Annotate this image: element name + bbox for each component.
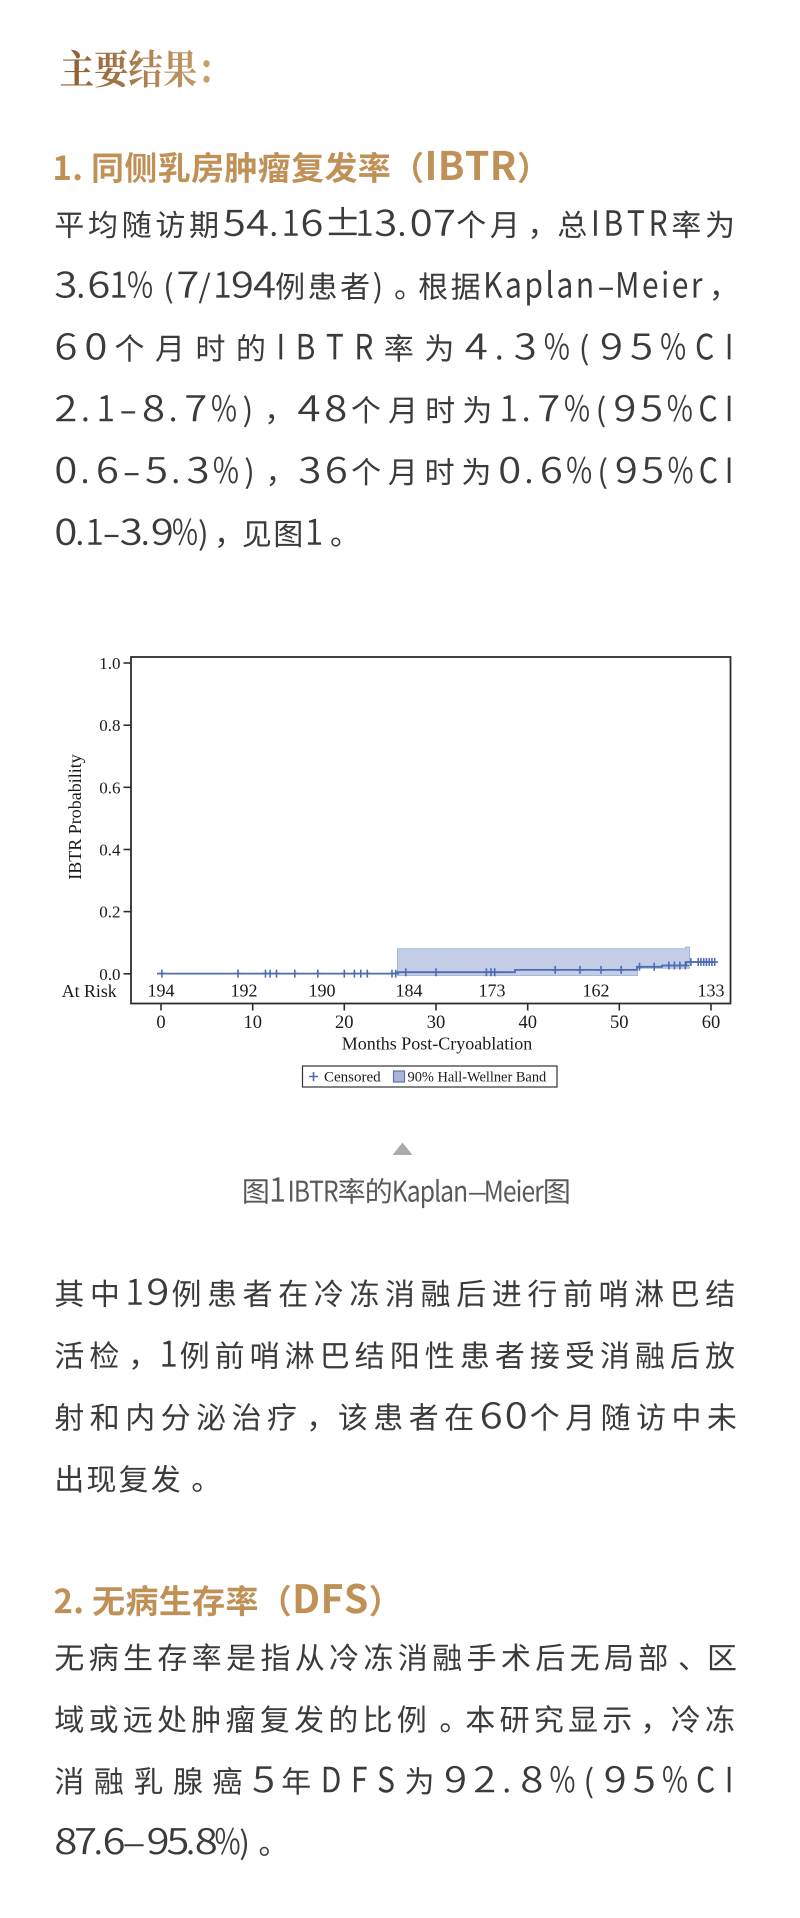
- svg-text:IBTR Probability: IBTR Probability: [65, 754, 85, 880]
- svg-text:162: 162: [583, 981, 610, 1001]
- svg-text:192: 192: [231, 981, 258, 1001]
- svg-text:173: 173: [479, 981, 506, 1001]
- svg-text:0.4: 0.4: [99, 841, 121, 860]
- svg-text:133: 133: [698, 981, 725, 1001]
- svg-text:194: 194: [148, 981, 175, 1001]
- svg-text:0.8: 0.8: [99, 716, 120, 735]
- svg-text:0.0: 0.0: [99, 965, 120, 984]
- svg-text:30: 30: [427, 1013, 446, 1033]
- svg-text:0.6: 0.6: [99, 778, 120, 797]
- svg-text:60: 60: [702, 1013, 721, 1033]
- svg-text:At Risk: At Risk: [62, 981, 117, 1001]
- svg-text:10: 10: [243, 1013, 262, 1033]
- svg-text:184: 184: [396, 981, 423, 1001]
- svg-text:Months Post-Cryoablation: Months Post-Cryoablation: [342, 1034, 533, 1054]
- svg-text:Censored: Censored: [324, 1070, 381, 1086]
- svg-text:40: 40: [518, 1013, 537, 1033]
- svg-text:0: 0: [156, 1013, 165, 1033]
- svg-text:90% Hall-Wellner Band: 90% Hall-Wellner Band: [408, 1070, 548, 1086]
- svg-text:20: 20: [335, 1013, 354, 1033]
- svg-text:1.0: 1.0: [99, 654, 120, 673]
- svg-text:50: 50: [610, 1013, 629, 1033]
- svg-text:0.2: 0.2: [99, 903, 120, 922]
- svg-text:190: 190: [309, 981, 336, 1001]
